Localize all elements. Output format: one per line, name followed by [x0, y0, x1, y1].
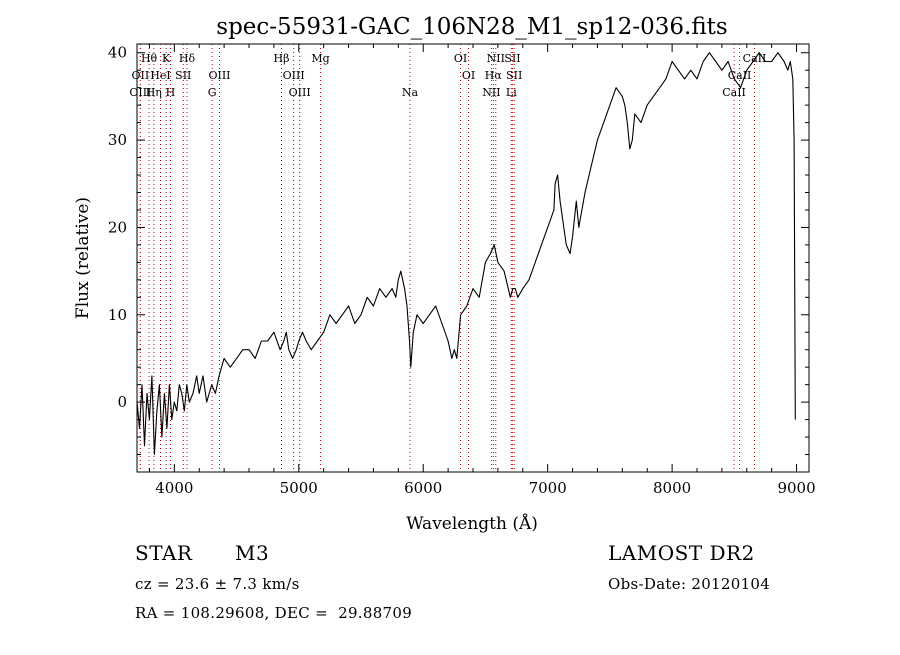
object-class: STAR: [135, 541, 193, 565]
x-tick-label: 7000: [529, 479, 567, 497]
line-label: SII: [504, 52, 520, 65]
line-label: NII: [487, 52, 505, 65]
y-tick-label: 0: [117, 393, 127, 411]
plot-frame: [136, 43, 810, 473]
x-tick-label: 8000: [653, 479, 691, 497]
line-label: OI: [454, 52, 467, 65]
redshift-velocity: cz = 23.6 ± 7.3 km/s: [135, 575, 300, 593]
observation-date: Obs-Date: 20120104: [608, 575, 771, 593]
sky-coordinates: RA = 108.29608, DEC = 29.88709: [135, 604, 413, 622]
object-subclass: M3: [235, 541, 270, 565]
line-label: Mg: [311, 52, 329, 65]
spectrum-series: [136, 52, 796, 456]
survey-name: LAMOST DR2: [608, 541, 755, 565]
y-tick-label: 10: [108, 306, 127, 324]
line-label: Hβ: [274, 52, 290, 65]
y-tick-label: 40: [108, 44, 127, 62]
axis-ticks: 4000 5000 6000 7000 8000 9000 0 10 20 30 40: [108, 44, 816, 497]
line-label: OI: [462, 69, 475, 82]
x-tick-label: 5000: [280, 479, 318, 497]
line-label: OIII: [129, 86, 151, 99]
line-label: OIII: [283, 69, 305, 82]
line-label: Hη: [146, 86, 162, 99]
line-label: Hθ: [141, 52, 158, 65]
x-tick-label: 4000: [155, 479, 193, 497]
x-tick-label: 9000: [777, 479, 815, 497]
y-tick-label: 30: [108, 131, 127, 149]
x-axis-label: Wavelength (Å): [406, 513, 538, 534]
line-label: HeI: [150, 69, 170, 82]
line-label: OIII: [208, 69, 230, 82]
x-tick-label: 6000: [404, 479, 442, 497]
line-markers: [139, 44, 755, 472]
line-label: SII: [506, 69, 522, 82]
line-label: K: [162, 52, 171, 65]
chart-title: spec-55931-GAC_106N28_M1_sp12-036.fits: [216, 14, 727, 40]
y-axis-label: Flux (relative): [73, 197, 93, 319]
line-label: Hδ: [179, 52, 196, 65]
line-label: OIII: [289, 86, 311, 99]
line-label: CaII: [743, 52, 767, 65]
line-label: CaII: [722, 86, 746, 99]
spectrum-line: [136, 52, 796, 456]
line-label: OII: [132, 69, 150, 82]
y-tick-label: 20: [108, 218, 127, 236]
line-label: Li: [506, 86, 517, 99]
line-label: NII: [482, 86, 500, 99]
line-label: SII: [175, 69, 191, 82]
line-label: H: [166, 86, 176, 99]
line-label: CaII: [728, 69, 752, 82]
line-label: Na: [402, 86, 419, 99]
line-label: Hα: [485, 69, 503, 82]
line-label: G: [208, 86, 217, 99]
